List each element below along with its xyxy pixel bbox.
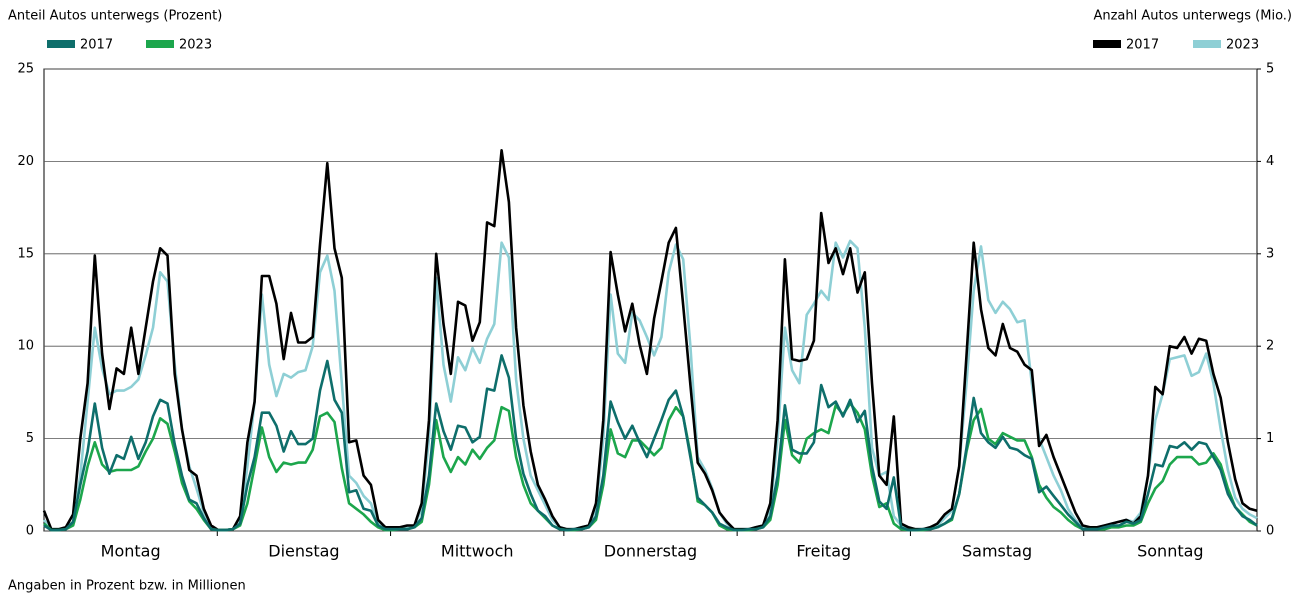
y2-tick-label: 0 xyxy=(1266,524,1274,539)
legend-label: 2017 xyxy=(1126,38,1159,53)
y2-tick-label: 4 xyxy=(1266,154,1274,169)
legend-swatch xyxy=(146,40,174,48)
y-tick-label: 10 xyxy=(17,339,34,354)
y-tick-label: 0 xyxy=(26,524,34,539)
legend-swatch xyxy=(47,40,75,48)
y2-tick-label: 3 xyxy=(1266,246,1274,261)
y2-tick-label: 1 xyxy=(1266,431,1274,446)
legend-label: 2017 xyxy=(80,38,113,53)
y-axis-label: Anteil Autos unterwegs (Prozent) xyxy=(8,9,222,24)
line-series xyxy=(42,149,1258,532)
x-tick-label: Freitag xyxy=(796,542,851,561)
y-tick-label: 25 xyxy=(17,62,34,77)
line-series xyxy=(43,402,1258,532)
legend-label: 2023 xyxy=(179,38,212,53)
y-tick-label: 15 xyxy=(17,246,34,261)
x-tick-label: Sonntag xyxy=(1137,542,1203,561)
legend-swatch xyxy=(1193,40,1221,48)
legend-swatch xyxy=(1093,40,1121,48)
line-series xyxy=(42,239,1258,532)
y2-axis-label: Anzahl Autos unterwegs (Mio.) xyxy=(1093,9,1292,24)
x-tick-label: Montag xyxy=(101,542,161,561)
y2-tick-label: 5 xyxy=(1266,62,1274,77)
x-tick-label: Dienstag xyxy=(268,542,339,561)
plot-frame xyxy=(43,68,1258,532)
y-tick-label: 20 xyxy=(17,154,34,169)
y-tick-label: 5 xyxy=(26,431,34,446)
x-tick-label: Samstag xyxy=(962,542,1032,561)
x-tick-label: Donnerstag xyxy=(604,542,697,561)
x-tick-label: Mittwoch xyxy=(441,542,514,561)
note: Angaben in Prozent bzw. in Millionen xyxy=(8,579,246,594)
legend-label: 2023 xyxy=(1226,38,1259,53)
y2-tick-label: 2 xyxy=(1266,339,1274,354)
line-series xyxy=(43,354,1258,532)
